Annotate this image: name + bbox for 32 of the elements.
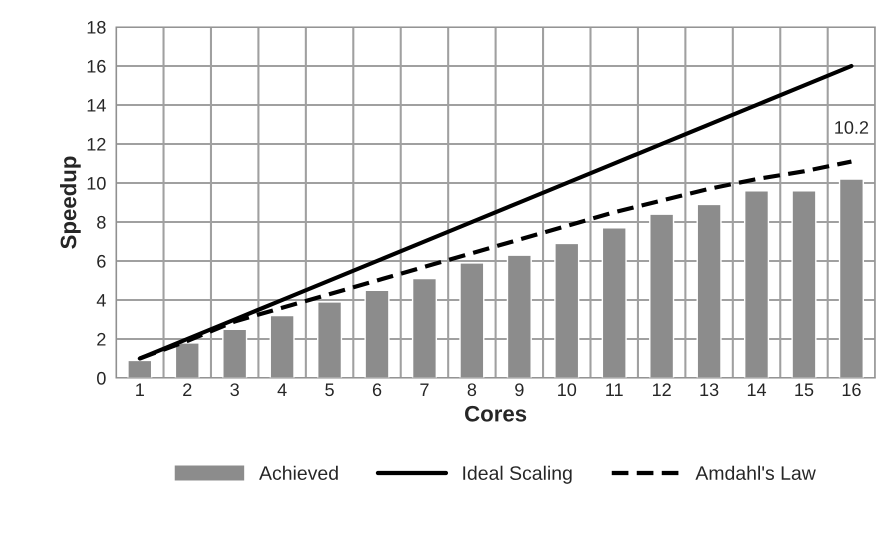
x-tick-label: 11: [606, 384, 623, 396]
x-tick-label: 14: [748, 384, 766, 396]
x-tick-label: 8: [468, 383, 476, 396]
data-label: 10.2: [835, 121, 868, 134]
y-tick-label: 6: [97, 254, 106, 268]
legend-label: Amdahl's Law: [695, 466, 816, 480]
x-tick-label: 9: [515, 383, 524, 396]
x-tick-label: 6: [372, 383, 382, 396]
x-tick-label: 2: [183, 383, 192, 396]
y-tick-label: 4: [96, 294, 106, 307]
x-tick-label: 10: [558, 383, 576, 396]
y-tick-label: 12: [88, 138, 106, 151]
x-tick-label: 5: [325, 384, 334, 396]
y-tick-label: 8: [97, 216, 106, 229]
y-tick-label: 18: [88, 20, 106, 34]
x-tick-label: 7: [420, 384, 429, 396]
x-axis-title: Cores: [465, 406, 526, 422]
y-tick-label: 10: [88, 176, 106, 190]
y-tick-label: 14: [88, 99, 106, 112]
y-tick-label: 0: [97, 372, 106, 385]
x-tick-label: 16: [842, 383, 861, 396]
x-tick-label: 1: [136, 384, 144, 396]
x-tick-label: 12: [652, 383, 671, 396]
legend-label: Ideal Scaling: [463, 466, 572, 484]
y-tick-label: 2: [97, 332, 106, 346]
y-axis-title: Speedup: [60, 156, 81, 249]
x-tick-label: 13: [700, 383, 718, 396]
x-tick-label: 4: [278, 384, 287, 396]
x-tick-label: 3: [230, 383, 239, 396]
legend-label: Achieved: [259, 466, 338, 480]
y-tick-label: 16: [88, 60, 106, 73]
x-tick-label: 15: [795, 384, 814, 396]
